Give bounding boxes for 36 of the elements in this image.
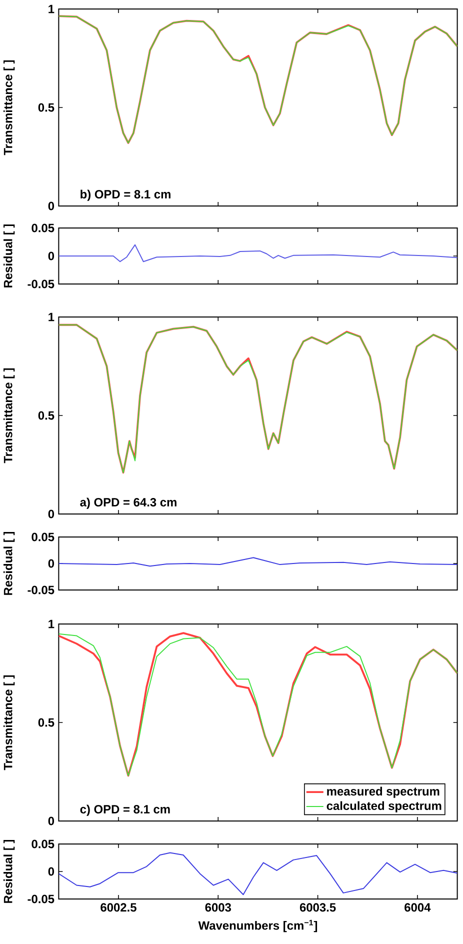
y-tick-label: 1 — [48, 312, 54, 322]
y-tick-label: -0.05 — [28, 280, 54, 288]
y-tick-label: 0 — [48, 252, 54, 260]
y-tick-label: 1 — [48, 4, 54, 14]
x-axis-title: Wavenumbers [cm$^{−1}$] — [198, 920, 318, 932]
line-series — [58, 557, 458, 567]
y-tick-label: 0.05 — [32, 840, 54, 848]
legend-label: measured spectrum — [327, 786, 440, 798]
y-tick-label: -0.05 — [28, 586, 54, 594]
y-tick-label: 0.05 — [32, 532, 54, 542]
y-tick-label: 1 — [48, 620, 54, 628]
y-tick-label: -0.05 — [28, 894, 54, 904]
y-axis-title: Residual [ ] — [4, 840, 15, 903]
annotation: c) OPD = 8.1 cm — [80, 804, 170, 816]
y-tick-label: 0 — [48, 510, 54, 518]
line-series — [58, 852, 458, 896]
x-tick-label: 6003.5 — [300, 903, 336, 912]
x-tick-label: 6004 — [404, 903, 431, 912]
y-axis-title: Residual [ ] — [4, 224, 15, 288]
annotation: a) OPD = 64.3 cm — [80, 498, 176, 509]
y-axis-title: Transmittance [ ] — [4, 675, 15, 770]
y-tick-label: 0 — [48, 202, 54, 210]
y-axis-title: Transmittance [ ] — [4, 60, 15, 156]
x-tick-label: 6002.5 — [100, 903, 136, 912]
y-tick-label: 0 — [48, 816, 54, 826]
y-tick-label: 0.05 — [32, 224, 54, 232]
x-tick-label: 6003 — [205, 903, 231, 912]
y-axis-title: Residual [ ] — [4, 532, 15, 595]
y-tick-label: 0.5 — [38, 411, 54, 420]
annotation: b) OPD = 8.1 cm — [80, 190, 170, 201]
y-tick-label: 0.5 — [38, 718, 54, 727]
y-tick-label: 0.5 — [38, 103, 54, 112]
y-axis-title: Transmittance [ ] — [4, 368, 15, 464]
y-tick-label: 0 — [48, 559, 54, 568]
legend-label: calculated spectrum — [326, 801, 442, 812]
y-tick-label: 0 — [48, 867, 54, 876]
